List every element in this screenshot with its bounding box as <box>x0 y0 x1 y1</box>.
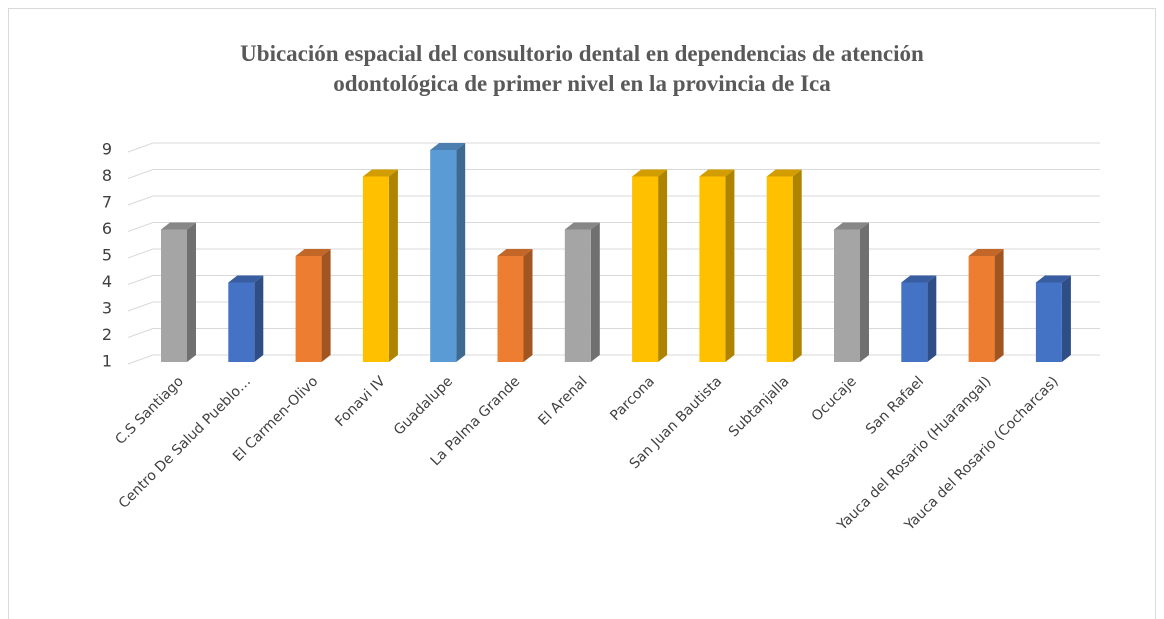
bar-side <box>187 222 196 362</box>
bar-side <box>254 275 264 362</box>
bar-top <box>968 249 1004 256</box>
bar-front <box>161 229 187 362</box>
bar <box>632 169 668 362</box>
bar <box>362 169 398 362</box>
bar-side <box>590 222 600 362</box>
bar-front <box>362 176 389 362</box>
bar-front <box>968 256 995 362</box>
bar-top <box>295 249 331 256</box>
bar <box>430 143 466 362</box>
bar-top <box>430 143 466 150</box>
chart-title: odontológica de primer nivel en la provi… <box>333 71 831 96</box>
y-tick-label: 2 <box>102 325 112 344</box>
bar-top <box>228 275 264 283</box>
y-tick-label: 6 <box>102 219 112 238</box>
bar-front <box>564 229 591 362</box>
bar-side <box>860 222 869 362</box>
bar-side <box>792 169 802 362</box>
bar <box>1035 275 1071 362</box>
bar-side <box>725 169 735 362</box>
bar <box>766 169 802 362</box>
bar-top <box>699 169 735 177</box>
bar-side <box>1061 275 1071 362</box>
bar-top <box>766 169 802 177</box>
bar-top <box>901 275 937 283</box>
bar-top <box>362 169 398 177</box>
bar <box>228 275 264 362</box>
bar <box>834 222 869 362</box>
bar-side <box>321 249 331 362</box>
bar-top <box>1035 275 1071 283</box>
y-tick-label: 4 <box>102 272 112 291</box>
bar-front <box>901 282 928 362</box>
bar-front <box>1035 282 1062 362</box>
y-tick-label: 9 <box>102 140 112 159</box>
bar-front <box>430 150 457 362</box>
bar-top <box>834 222 869 230</box>
bar-front <box>632 176 659 362</box>
bar-top <box>632 169 668 177</box>
bar <box>161 222 196 362</box>
bar-side <box>658 169 668 362</box>
bar <box>968 249 1004 362</box>
bar <box>295 249 331 362</box>
bar-side <box>388 169 398 362</box>
bar <box>564 222 600 362</box>
bar-side <box>523 249 533 362</box>
chart-title: Ubicación espacial del consultorio denta… <box>240 41 924 66</box>
bar-top <box>497 249 533 256</box>
bar-top <box>161 222 196 230</box>
bar-side <box>927 275 937 362</box>
bar-front <box>766 176 793 362</box>
bar-front <box>295 256 322 362</box>
bar-front <box>699 176 726 362</box>
bar <box>901 275 937 362</box>
bar-top <box>564 222 600 230</box>
grid-line <box>127 142 1100 153</box>
y-tick-label: 7 <box>102 193 112 212</box>
y-tick-label: 5 <box>102 246 112 265</box>
y-tick-label: 8 <box>102 166 112 185</box>
y-tick-label: 1 <box>102 352 112 371</box>
y-tick-label: 3 <box>102 299 112 318</box>
bar-front <box>497 256 524 362</box>
bar <box>497 249 533 362</box>
bar-front <box>834 229 860 362</box>
bar-side <box>456 143 466 362</box>
bar-side <box>994 249 1004 362</box>
bar <box>699 169 735 362</box>
bar-front <box>228 282 255 362</box>
